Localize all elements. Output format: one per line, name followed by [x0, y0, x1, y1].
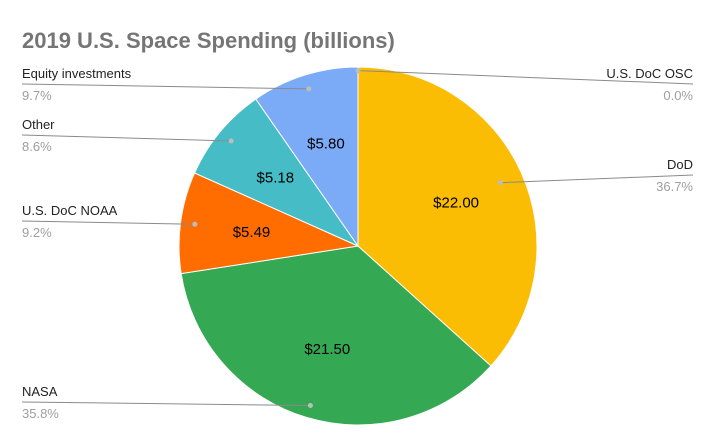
slice-value-dod: $22.00 [433, 194, 479, 211]
percent-label-dod: 36.7% [656, 179, 693, 194]
leader-dot-u-s-doc-osc [355, 68, 361, 74]
slice-equity-investments [255, 66, 359, 248]
slice-value-u-s-doc-noaa: $5.49 [233, 224, 271, 241]
leader-dot-u-s-doc-noaa [192, 221, 198, 227]
slice-value-other: $5.18 [257, 170, 295, 187]
category-label-nasa: NASA [22, 384, 58, 399]
category-label-dod: DoD [667, 157, 693, 172]
slice-value-nasa: $21.50 [304, 341, 350, 358]
leader-line-nasa [21, 401, 311, 406]
chart-title: 2019 U.S. Space Spending (billions) [22, 28, 395, 53]
percent-label-equity-investments: 9.7% [22, 88, 52, 103]
slice-nasa [180, 245, 492, 426]
category-label-u-s-doc-osc: U.S. DoC OSC [606, 66, 693, 81]
leader-line-other [21, 134, 232, 142]
slice-u-s-doc-noaa [178, 172, 360, 275]
category-label-equity-investments: Equity investments [22, 66, 132, 81]
percent-label-u-s-doc-osc: 0.0% [663, 88, 693, 103]
leader-line-dod [500, 174, 694, 184]
slice-other [193, 98, 360, 248]
leader-dot-other [228, 138, 234, 144]
leader-dot-dod [497, 180, 503, 186]
leader-dot-nasa [307, 403, 313, 408]
slice-value-labels: $22.00 $21.50 $5.49 $5.18 $5.80 [233, 136, 479, 358]
slice-dod [357, 66, 538, 367]
leader-line-u-s-doc-noaa [21, 220, 195, 225]
leader-line-u-s-doc-osc [357, 70, 694, 85]
slice-value-equity-investments: $5.80 [307, 136, 345, 153]
leader-line-equity-investments [21, 83, 309, 90]
category-label-other: Other [22, 117, 55, 132]
pie-slices [178, 66, 538, 426]
slice-callouts: DoD 36.7% NASA 35.8% U.S. DoC NOAA 9.2% Other 8… [21, 66, 694, 421]
leader-dot-equity-investments [306, 86, 312, 92]
percent-label-other: 8.6% [22, 139, 52, 154]
category-label-u-s-doc-noaa: U.S. DoC NOAA [22, 203, 118, 218]
percent-label-nasa: 35.8% [22, 406, 59, 421]
percent-label-u-s-doc-noaa: 9.2% [22, 225, 52, 240]
